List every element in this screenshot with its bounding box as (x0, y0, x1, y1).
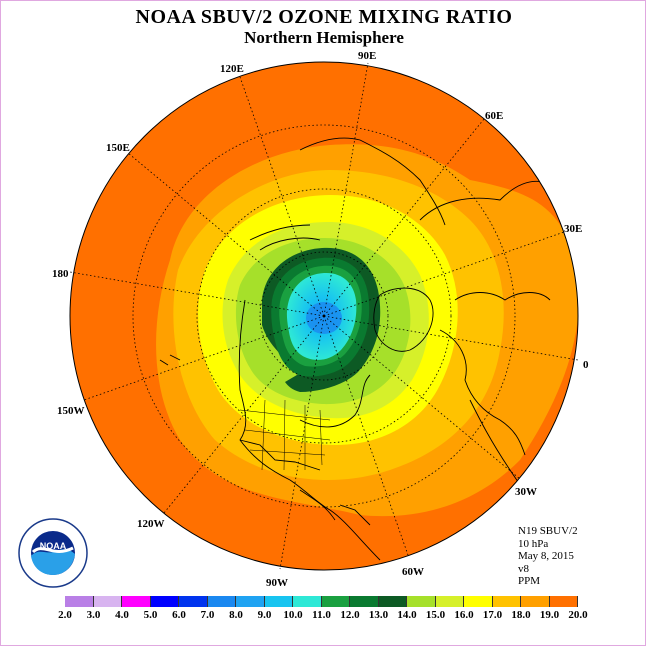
colorbar-swatch (179, 596, 208, 607)
colorbar-swatch (435, 596, 464, 607)
colorbar-swatch (521, 596, 550, 607)
colorbar-tick-label: 13.0 (368, 609, 389, 621)
observation-date: May 8, 2015 (518, 550, 574, 563)
colorbar-tick-label: 6.0 (172, 609, 186, 621)
units-label: PPM (518, 575, 541, 588)
colorbar-tick-label: 8.0 (229, 609, 243, 621)
colorbar-swatch (350, 596, 379, 607)
lon-label-180: 180 (52, 268, 69, 280)
ozone-minimum-area (306, 302, 342, 334)
algorithm-version: v8 (518, 562, 529, 575)
lon-label-60w: 60W (402, 566, 424, 578)
lon-label-150w: 150W (57, 405, 85, 417)
colorbar-tick-label: 17.0 (482, 609, 503, 621)
colorbar-tick-label: 12.0 (340, 609, 360, 621)
satellite-label: N19 SBUV/2 (518, 525, 578, 537)
colorbar (65, 596, 578, 607)
colorbar-tick-label: 15.0 (425, 609, 446, 621)
lon-label-0: 0 (583, 359, 589, 371)
noaa-logo: NOAA (18, 518, 88, 588)
colorbar-swatch (207, 596, 236, 607)
lon-label-90e: 90E (358, 50, 377, 62)
colorbar-swatch (378, 596, 407, 607)
colorbar-tick-label: 20.0 (568, 609, 588, 621)
colorbar-tick-label: 4.0 (115, 609, 129, 621)
hemisphere-outline (69, 61, 579, 571)
colorbar-swatch (93, 596, 122, 607)
colorbar-swatch (65, 596, 94, 607)
colorbar-tick-label: 14.0 (397, 609, 417, 621)
colorbar-tick-label: 11.0 (312, 609, 331, 621)
colorbar-tick-label: 2.0 (58, 609, 72, 621)
colorbar-swatch (407, 596, 436, 607)
product-info: N19 SBUV/2 10 hPa May 8, 2015 v8 PPM (518, 525, 578, 588)
colorbar-tick-label: 10.0 (283, 609, 303, 621)
colorbar-swatch (464, 596, 493, 607)
longitude-meridians (69, 62, 579, 570)
latitude-circles (132, 124, 516, 508)
lon-label-30w: 30W (515, 486, 537, 498)
lon-label-150e: 150E (106, 142, 130, 154)
colorbar-swatch (492, 596, 521, 607)
map-subtitle: Northern Hemisphere (244, 28, 404, 47)
colorbar-swatch (293, 596, 322, 607)
colorbar-tick-label: 7.0 (200, 609, 215, 621)
political-boundaries (239, 399, 331, 471)
colorbar-swatch (549, 596, 578, 607)
colorbar-tick-label: 9.0 (257, 609, 272, 621)
colorbar-swatch (150, 596, 179, 607)
lon-label-90w: 90W (266, 577, 288, 589)
colorbar-tick-label: 5.0 (143, 609, 158, 621)
lon-label-30e: 30E (564, 223, 583, 235)
colorbar-swatch (122, 596, 151, 607)
colorbar-tick-label: 18.0 (511, 609, 531, 621)
lon-label-60e: 60E (485, 110, 504, 122)
colorbar-tick-label: 3.0 (86, 609, 101, 621)
colorbar-swatch (236, 596, 265, 607)
lon-label-120e: 120E (220, 63, 244, 75)
svg-text:NOAA: NOAA (40, 541, 67, 551)
coastlines (159, 137, 561, 561)
colorbar-swatch (264, 596, 293, 607)
colorbar-tick-label: 19.0 (539, 609, 560, 621)
colorbar-tick-label: 16.0 (454, 609, 474, 621)
pressure-level: 10 hPa (518, 537, 549, 550)
lon-label-120w: 120W (137, 518, 165, 530)
colorbar-swatch (321, 596, 350, 607)
map-title: NOAA SBUV/2 OZONE MIXING RATIO (135, 6, 513, 28)
